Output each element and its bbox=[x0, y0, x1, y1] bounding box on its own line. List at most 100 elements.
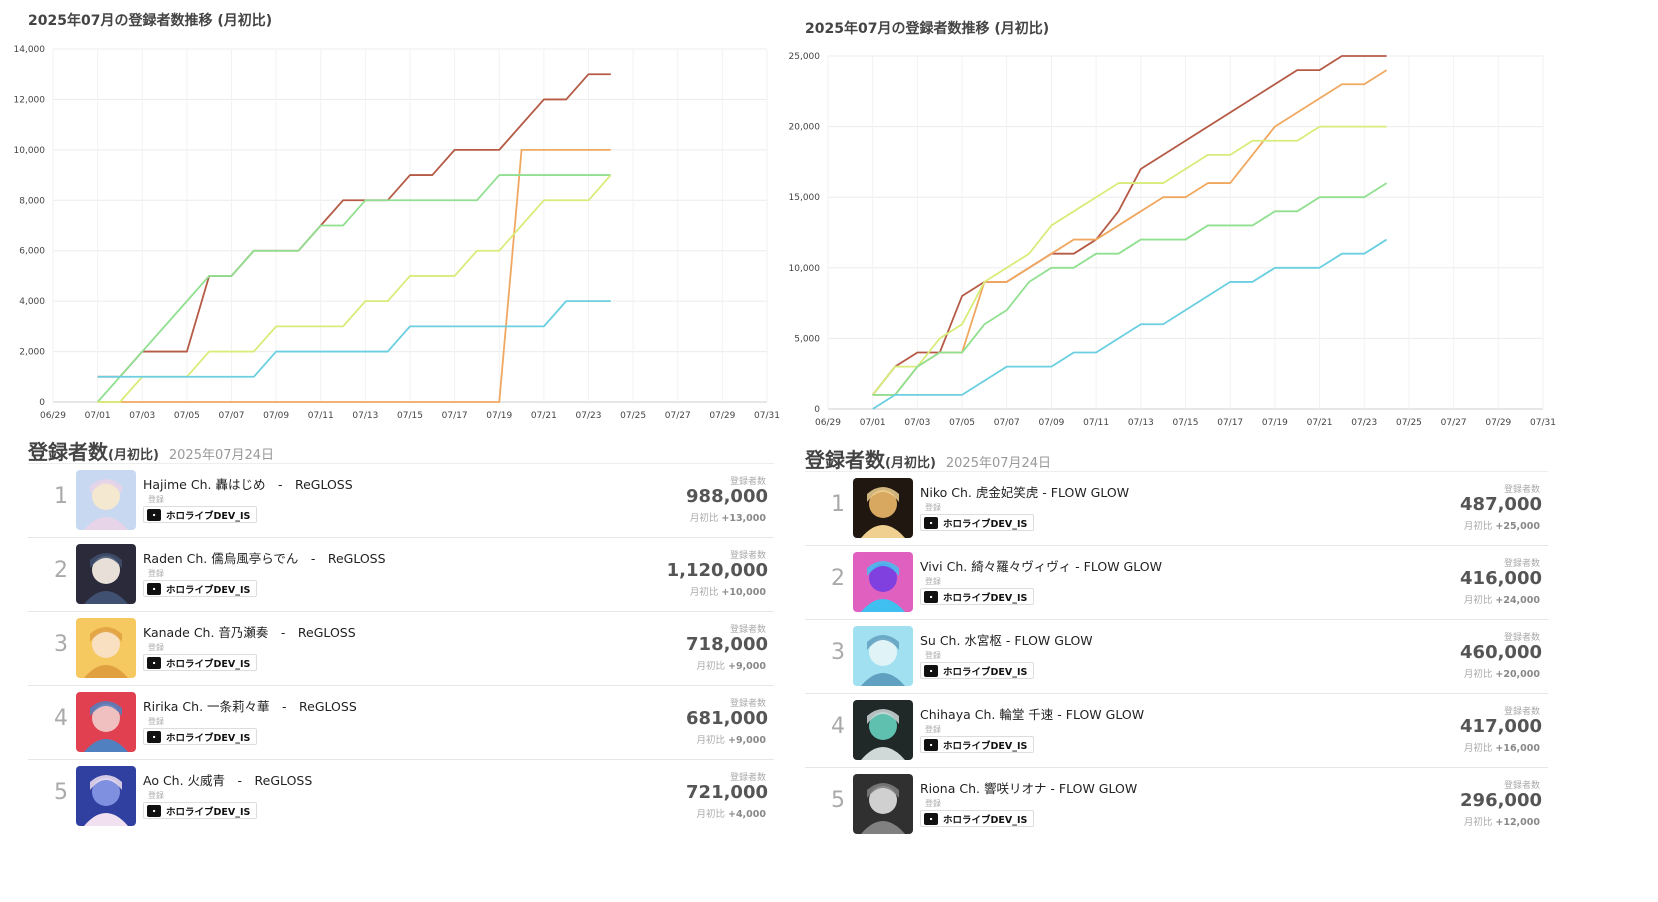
rank-number: 3 bbox=[54, 632, 68, 657]
ranking-row[interactable]: 4 Ririka Ch. 一条莉々華 - ReGLOSS 登録 ▪ ホロライブDEV_I… bbox=[28, 685, 774, 759]
agency-tag[interactable]: ▪ ホロライブDEV_IS bbox=[143, 728, 258, 745]
agency-tag-label: ホロライブDEV_IS bbox=[166, 584, 251, 596]
monthly-diff: 月初比 +13,000 bbox=[690, 510, 766, 524]
x-tick-label: 07/21 bbox=[1307, 418, 1333, 428]
y-tick-label: 5,000 bbox=[794, 334, 820, 344]
chart-title: 2025年07月の登録者数推移 (月初比) bbox=[28, 13, 273, 29]
monthly-diff-label: 月初比 bbox=[696, 661, 725, 672]
channel-avatar[interactable] bbox=[76, 470, 136, 530]
channel-avatar[interactable] bbox=[853, 774, 913, 834]
agency-tag[interactable]: ▪ ホロライブDEV_IS bbox=[143, 580, 258, 597]
ranking-title: 登録者数 bbox=[805, 448, 885, 472]
channel-avatar[interactable] bbox=[76, 766, 136, 826]
agency-tag-label: ホロライブDEV_IS bbox=[943, 740, 1028, 752]
channel-avatar[interactable] bbox=[853, 478, 913, 538]
monthly-diff-label: 月初比 bbox=[696, 735, 725, 746]
channel-name-link[interactable]: Hajime Ch. 轟はじめ - ReGLOSS bbox=[143, 477, 353, 492]
subscriber-count: 1,120,000 bbox=[666, 560, 768, 581]
subscribe-label: 登録 bbox=[148, 643, 164, 652]
agency-tag[interactable]: ▪ ホロライブDEV_IS bbox=[920, 662, 1035, 679]
agency-logo-icon: ▪ bbox=[147, 508, 161, 521]
ranking-row[interactable]: 2 Vivi Ch. 綺々羅々ヴィヴィ - FLOW GLOW 登録 ▪ ホロライブDE… bbox=[805, 545, 1548, 619]
channel-avatar[interactable] bbox=[76, 544, 136, 604]
ranking-row[interactable]: 5 Riona Ch. 響咲リオナ - FLOW GLOW 登録 ▪ ホロライブDEV_… bbox=[805, 767, 1548, 841]
agency-tag[interactable]: ▪ ホロライブDEV_IS bbox=[143, 506, 258, 523]
ranking-row[interactable]: 3 Su Ch. 水宮枢 - FLOW GLOW 登録 ▪ ホロライブDEV_IS 登録者… bbox=[805, 619, 1548, 693]
monthly-diff-value: +25,000 bbox=[1495, 521, 1540, 532]
ranking-title-suffix: (月初比) bbox=[885, 456, 936, 471]
monthly-diff: 月初比 +12,000 bbox=[1464, 814, 1540, 828]
monthly-diff-label: 月初比 bbox=[689, 513, 719, 524]
channel-name-link[interactable]: Su Ch. 水宮枢 - FLOW GLOW bbox=[920, 633, 1093, 648]
y-tick-label: 14,000 bbox=[14, 45, 46, 55]
ranking-list: 1 Niko Ch. 虎金妃笑虎 - FLOW GLOW 登録 ▪ ホロライブDEV_I… bbox=[805, 471, 1548, 841]
subscriber-count: 460,000 bbox=[1460, 642, 1542, 663]
agency-tag[interactable]: ▪ ホロライブDEV_IS bbox=[920, 514, 1035, 531]
subscriber-count-label: 登録者数 bbox=[1503, 707, 1540, 717]
y-tick-label: 25,000 bbox=[789, 52, 821, 62]
monthly-diff-value: +9,000 bbox=[727, 661, 766, 672]
channel-name-link[interactable]: Ririka Ch. 一条莉々華 - ReGLOSS bbox=[143, 699, 357, 714]
channel-name-link[interactable]: Kanade Ch. 音乃瀬奏 - ReGLOSS bbox=[143, 625, 356, 640]
channel-name-link[interactable]: Ao Ch. 火威青 - ReGLOSS bbox=[143, 773, 313, 788]
ranking-row[interactable]: 3 Kanade Ch. 音乃瀬奏 - ReGLOSS 登録 ▪ ホロライブDEV_IS… bbox=[28, 611, 774, 685]
subscribe-label: 登録 bbox=[148, 569, 164, 578]
agency-tag-label: ホロライブDEV_IS bbox=[166, 658, 251, 670]
channel-avatar[interactable] bbox=[853, 552, 913, 612]
x-tick-label: 07/29 bbox=[709, 411, 735, 421]
agency-tag-label: ホロライブDEV_IS bbox=[943, 666, 1028, 678]
agency-tag[interactable]: ▪ ホロライブDEV_IS bbox=[920, 810, 1035, 827]
channel-avatar[interactable] bbox=[853, 700, 913, 760]
channel-avatar[interactable] bbox=[76, 618, 136, 678]
x-tick-label: 07/27 bbox=[665, 411, 691, 421]
channel-name-link[interactable]: Chihaya Ch. 輪堂 千速 - FLOW GLOW bbox=[920, 707, 1145, 722]
ranking-row[interactable]: 2 Raden Ch. 儒烏風亭らでん - ReGLOSS 登録 ▪ ホロライブDEV_… bbox=[28, 537, 774, 611]
monthly-diff-label: 月初比 bbox=[1463, 743, 1493, 754]
monthly-diff: 月初比 +16,000 bbox=[1464, 740, 1540, 754]
monthly-diff: 月初比 +20,000 bbox=[1464, 666, 1540, 680]
agency-logo-icon: ▪ bbox=[147, 582, 161, 595]
x-tick-label: 06/29 bbox=[40, 411, 66, 421]
channel-name-link[interactable]: Riona Ch. 響咲リオナ - FLOW GLOW bbox=[920, 781, 1138, 796]
subscriber-count-label: 登録者数 bbox=[729, 477, 766, 487]
agency-tag-label: ホロライブDEV_IS bbox=[166, 732, 251, 744]
series-line-1 bbox=[871, 55, 1387, 396]
agency-tag[interactable]: ▪ ホロライブDEV_IS bbox=[920, 736, 1035, 753]
x-tick-label: 07/07 bbox=[994, 418, 1020, 428]
monthly-diff: 月初比 +10,000 bbox=[690, 584, 766, 598]
agency-logo-icon: ▪ bbox=[147, 804, 161, 817]
agency-tag-label: ホロライブDEV_IS bbox=[166, 806, 251, 818]
monthly-diff-label: 月初比 bbox=[1463, 521, 1493, 532]
rank-number: 4 bbox=[54, 706, 68, 731]
rank-number: 2 bbox=[831, 566, 845, 591]
ranking-row[interactable]: 1 Hajime Ch. 轟はじめ - ReGLOSS 登録 ▪ ホロライブDEV_IS… bbox=[28, 463, 774, 537]
agency-tag[interactable]: ▪ ホロライブDEV_IS bbox=[143, 654, 258, 671]
agency-logo-icon: ▪ bbox=[924, 664, 938, 677]
agency-tag[interactable]: ▪ ホロライブDEV_IS bbox=[143, 802, 258, 819]
ranking-row[interactable]: 1 Niko Ch. 虎金妃笑虎 - FLOW GLOW 登録 ▪ ホロライブDEV_I… bbox=[805, 471, 1548, 545]
monthly-diff-label: 月初比 bbox=[696, 809, 725, 820]
x-tick-label: 07/15 bbox=[1173, 418, 1199, 428]
channel-name-link[interactable]: Vivi Ch. 綺々羅々ヴィヴィ - FLOW GLOW bbox=[920, 559, 1162, 574]
channel-name-link[interactable]: Raden Ch. 儒烏風亭らでん - ReGLOSS bbox=[143, 551, 386, 566]
agency-tag-label: ホロライブDEV_IS bbox=[943, 518, 1028, 530]
ranking-row[interactable]: 4 Chihaya Ch. 輪堂 千速 - FLOW GLOW 登録 ▪ ホロライブDE… bbox=[805, 693, 1548, 767]
agency-tag[interactable]: ▪ ホロライブDEV_IS bbox=[920, 588, 1035, 605]
series-line-4 bbox=[97, 174, 612, 403]
x-tick-label: 07/11 bbox=[1083, 418, 1109, 428]
subscribe-label: 登録 bbox=[925, 799, 941, 808]
agency-logo-icon: ▪ bbox=[147, 656, 161, 669]
channel-avatar[interactable] bbox=[853, 626, 913, 686]
monthly-diff: 月初比 +25,000 bbox=[1464, 518, 1540, 532]
x-tick-label: 07/17 bbox=[1217, 418, 1243, 428]
monthly-diff-value: +10,000 bbox=[721, 587, 766, 598]
ranking-row[interactable]: 5 Ao Ch. 火威青 - ReGLOSS 登録 ▪ ホロライブDEV_IS 登録者数 7… bbox=[28, 759, 774, 833]
monthly-diff-label: 月初比 bbox=[1463, 595, 1493, 606]
channel-name-link[interactable]: Niko Ch. 虎金妃笑虎 - FLOW GLOW bbox=[920, 485, 1130, 500]
channel-avatar[interactable] bbox=[76, 692, 136, 752]
x-tick-label: 07/01 bbox=[85, 411, 111, 421]
subscriber-count-label: 登録者数 bbox=[1503, 559, 1540, 569]
x-tick-label: 07/13 bbox=[1128, 418, 1154, 428]
agency-tag-label: ホロライブDEV_IS bbox=[943, 814, 1028, 826]
y-tick-label: 4,000 bbox=[19, 297, 45, 307]
